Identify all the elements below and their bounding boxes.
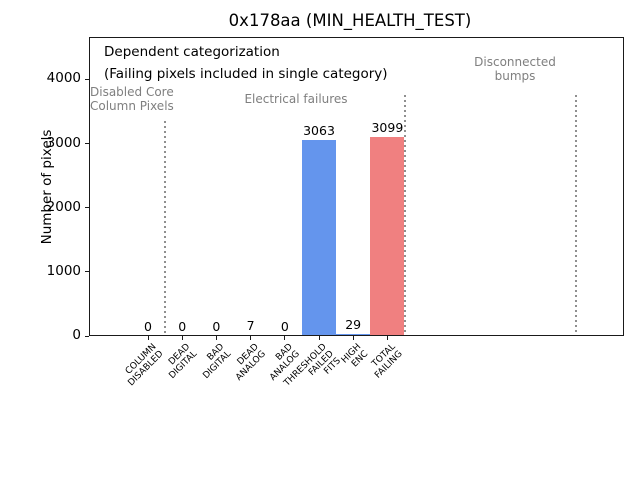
annotation-dependent-categorization: Dependent categorization — [104, 44, 280, 60]
x-tick-label-column-disabled: COLUMN DISABLED — [123, 342, 166, 389]
bar-value-label-bad-analog: 0 — [280, 319, 289, 334]
x-tick-mark — [318, 336, 320, 340]
x-tick-label-bad-digital: BAD DIGITAL — [201, 342, 234, 382]
x-tick-mark — [147, 336, 149, 340]
y-tick-mark — [85, 78, 89, 80]
y-tick-mark — [85, 335, 89, 337]
bar-value-label-total-failing: 3099 — [371, 120, 404, 136]
chart-title: 0x178aa (MIN_HEALTH_TEST) — [228, 11, 472, 30]
x-tick-label-dead-analog: DEAD ANALOG — [233, 342, 268, 383]
x-tick-label-total-failing: TOTAL FAILING — [370, 342, 405, 381]
annotation-failing-pixels-note: (Failing pixels included in single categ… — [104, 66, 388, 82]
x-tick-mark — [215, 336, 217, 340]
y-tick-mark — [85, 207, 89, 209]
bar-value-label-threshold-failed-fits: 3063 — [303, 122, 335, 138]
y-tick-mark — [85, 143, 89, 145]
y-tick-label: 1000 — [46, 262, 81, 279]
y-tick-label: 2000 — [46, 198, 81, 215]
region-label-disconnected-bumps: Disconnected bumps — [474, 55, 556, 83]
x-tick-mark — [386, 336, 388, 340]
x-tick-mark — [352, 336, 354, 340]
bar-total-failing — [370, 137, 405, 336]
bar-value-label-column-disabled: 0 — [144, 319, 152, 334]
category-separator-line — [574, 95, 577, 335]
region-label-disabled-core-column-pixels: Disabled Core Column Pixels — [90, 85, 174, 113]
region-label-electrical-failures: Electrical failures — [244, 92, 348, 106]
x-tick-mark — [181, 336, 183, 340]
category-separator-line — [164, 121, 167, 335]
x-tick-label-dead-digital: DEAD DIGITAL — [167, 342, 200, 382]
bar-threshold-failed-fits — [301, 139, 337, 336]
y-tick-label: 0 — [72, 327, 81, 343]
x-tick-label-high-enc: HIGH ENC — [339, 342, 371, 370]
bar-value-label-bad-digital: 0 — [212, 319, 221, 334]
category-separator-line — [403, 95, 406, 335]
y-tick-label: 4000 — [46, 70, 81, 87]
y-tick-mark — [85, 271, 89, 273]
bar-value-label-dead-digital: 0 — [178, 319, 187, 334]
y-tick-label: 3000 — [46, 134, 81, 151]
bar-value-label-dead-analog: 7 — [246, 318, 255, 333]
bar-value-label-high-enc: 29 — [345, 317, 362, 333]
x-tick-mark — [250, 336, 252, 340]
x-tick-mark — [284, 336, 286, 340]
